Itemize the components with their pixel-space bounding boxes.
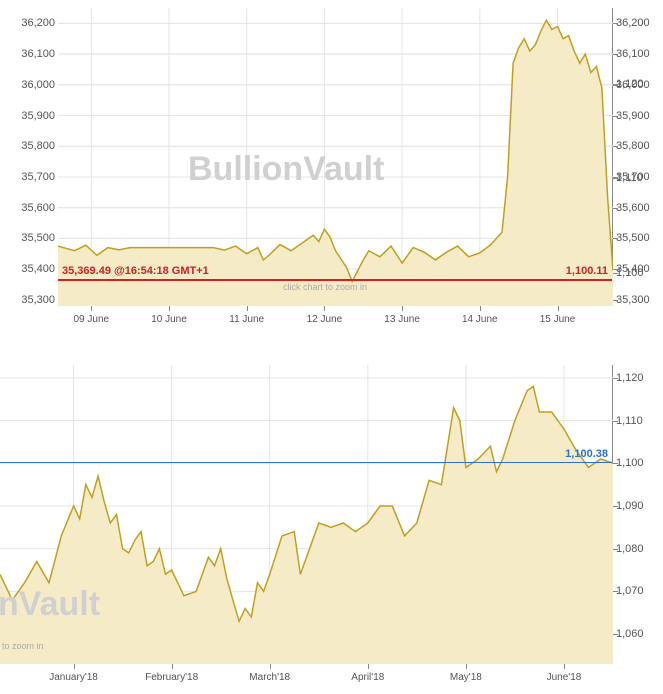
y-tick-right: 35,600 bbox=[616, 202, 663, 214]
y-tick-left: 35,500 bbox=[5, 232, 55, 244]
x-tick: 10 June bbox=[151, 314, 187, 325]
reference-line-red bbox=[58, 279, 612, 281]
y-tick-left: 35,400 bbox=[5, 263, 55, 275]
y-tick-right: 1,070 bbox=[616, 585, 663, 597]
y-tick-right: 1,110 bbox=[616, 172, 663, 184]
y-tick-left: 35,800 bbox=[5, 140, 55, 152]
y-tick-left: 35,300 bbox=[5, 294, 55, 306]
red-value-left: 35,369.49 @16:54:18 GMT+1 bbox=[62, 265, 209, 277]
y-axis-right-bottom: 1,060 1,070 1,080 1,090 1,100 1,110 1,120 bbox=[616, 365, 663, 664]
blue-value-right: 1,100.38 bbox=[565, 448, 608, 460]
y-tick-right: 35,800 bbox=[616, 140, 663, 152]
x-tick: May'18 bbox=[450, 672, 482, 683]
y-tick-right: 1,060 bbox=[616, 628, 663, 640]
y-axis-right-top: 35,30035,40035,50035,60035,70035,80035,9… bbox=[616, 8, 663, 306]
zoom-hint-top: click chart to zoom in bbox=[283, 282, 367, 292]
y-tick-left: 36,200 bbox=[5, 17, 55, 29]
zoom-hint-bottom: to zoom in bbox=[2, 641, 44, 651]
y-tick-right: 1,110 bbox=[616, 415, 663, 427]
x-tick: February'18 bbox=[145, 672, 198, 683]
y-tick-left: 35,600 bbox=[5, 202, 55, 214]
y-tick-left: 36,000 bbox=[5, 79, 55, 91]
y-tick-left: 36,100 bbox=[5, 48, 55, 60]
y-tick-right: 35,500 bbox=[616, 232, 663, 244]
y-tick-right: 1,100 bbox=[616, 267, 663, 279]
top-chart[interactable]: BullionVault click chart to zoom in 35,3… bbox=[58, 8, 613, 306]
y-tick-right: 1,120 bbox=[616, 372, 663, 384]
bottom-chart[interactable]: nVault to zoom in 1,100.38 bbox=[0, 365, 613, 664]
x-tick: June'18 bbox=[547, 672, 582, 683]
x-tick: January'18 bbox=[49, 672, 98, 683]
y-tick-right: 1,090 bbox=[616, 500, 663, 512]
y-tick-right: 35,300 bbox=[616, 294, 663, 306]
x-tick: 14 June bbox=[462, 314, 498, 325]
red-value-right: 1,100.11 bbox=[566, 265, 608, 277]
y-tick-right: 36,100 bbox=[616, 48, 663, 60]
y-tick-right: 35,900 bbox=[616, 110, 663, 122]
x-tick: 12 June bbox=[307, 314, 343, 325]
bottom-chart-svg bbox=[0, 365, 613, 664]
x-axis-top: 09 June 10 June 11 June 12 June 13 June 14 Ju… bbox=[58, 310, 613, 330]
y-tick-right: 1,080 bbox=[616, 543, 663, 555]
x-axis-bottom: January'18 February'18 March'18 April'18 May… bbox=[0, 668, 613, 688]
x-tick: April'18 bbox=[351, 672, 384, 683]
x-tick: 13 June bbox=[384, 314, 420, 325]
x-tick: 11 June bbox=[229, 314, 264, 325]
y-tick-left: 35,900 bbox=[5, 110, 55, 122]
x-tick: 09 June bbox=[74, 314, 110, 325]
y-tick-right: 36,200 bbox=[616, 17, 663, 29]
y-tick-right: 1,120 bbox=[616, 78, 663, 90]
x-tick: 15 June bbox=[540, 314, 576, 325]
reference-line-blue bbox=[0, 462, 612, 463]
y-axis-left-top: 35,300 35,400 35,500 35,600 35,700 35,800 35,9… bbox=[0, 8, 55, 306]
top-chart-svg bbox=[58, 8, 613, 306]
y-tick-left: 35,700 bbox=[5, 171, 55, 183]
x-tick: March'18 bbox=[249, 672, 290, 683]
y-tick-right: 1,100 bbox=[616, 457, 663, 469]
